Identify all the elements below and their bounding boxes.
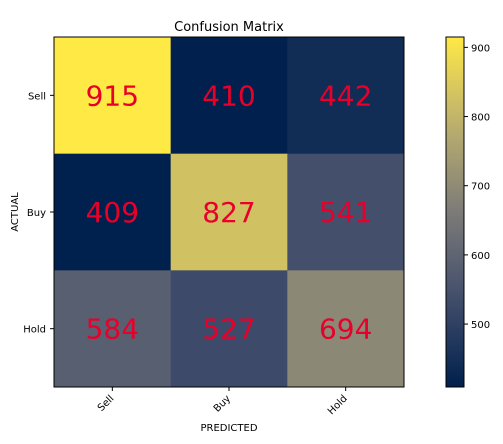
heatmap-cell-hold-buy [170, 270, 288, 388]
cell-value-label: 442 [319, 79, 372, 112]
x-axis-ticks: Sell Buy Hold [96, 387, 350, 417]
y-axis-ticks: Sell Buy Hold [23, 91, 54, 336]
cell-value-label: 694 [319, 313, 372, 346]
heatmap-cell-buy-buy [170, 153, 288, 271]
cell-value-label: 409 [86, 196, 139, 229]
cell-value-label: 410 [202, 79, 255, 112]
x-tick-label: Sell [96, 393, 117, 414]
heatmap-cell-sell-buy [170, 37, 288, 155]
y-tick-label: Sell [28, 91, 46, 102]
heatmap-cell-buy-hold [287, 153, 405, 271]
cell-value-label: 527 [202, 313, 255, 346]
cell-value-label: 541 [319, 196, 372, 229]
colorbar [445, 36, 465, 388]
colorbar-tick-label: 700 [471, 182, 490, 193]
colorbar-tick-label: 800 [471, 113, 490, 124]
heatmap-cell-sell-hold [287, 37, 405, 155]
cell-value-label: 827 [202, 196, 255, 229]
colorbar-ticks: 500 600 700 800 900 [464, 43, 490, 331]
cell-value-label: 584 [86, 313, 139, 346]
x-tick-label: Hold [326, 393, 350, 417]
cell-value-labels: 915 410 442 409 827 541 584 527 694 [86, 79, 373, 345]
heatmap-cell-buy-sell [54, 153, 172, 271]
chart-title: Confusion Matrix [174, 20, 284, 35]
y-tick-label: Hold [23, 325, 46, 336]
heatmap-cell-sell-sell [54, 37, 172, 155]
heatmap-cells [54, 37, 405, 388]
heatmap-cell-hold-sell [54, 270, 172, 388]
heatmap-cell-hold-hold [287, 270, 405, 388]
colorbar-tick-label: 500 [471, 320, 490, 331]
colorbar-tick-label: 600 [471, 251, 490, 262]
cell-value-label: 915 [86, 79, 139, 112]
colorbar-tick-label: 900 [471, 43, 490, 54]
x-axis-label: PREDICTED [200, 423, 257, 434]
y-axis-label: ACTUAL [10, 192, 21, 232]
x-tick-label: Buy [212, 393, 233, 414]
y-tick-label: Buy [27, 208, 46, 219]
